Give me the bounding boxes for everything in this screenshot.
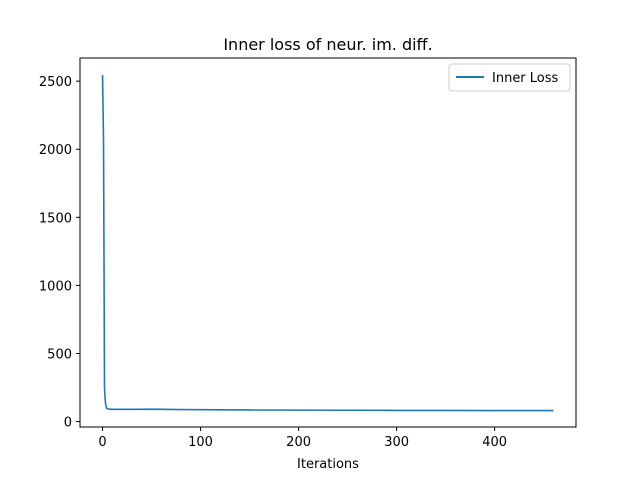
y-tick-label: 1500 bbox=[39, 211, 72, 226]
legend: Inner Loss bbox=[448, 63, 571, 92]
legend-box bbox=[448, 63, 571, 92]
x-axis-label: Iterations bbox=[297, 457, 359, 472]
x-tick-label: 400 bbox=[482, 435, 507, 450]
y-tick-label: 1000 bbox=[39, 279, 72, 294]
x-tick-label: 200 bbox=[286, 435, 311, 450]
plot-frame bbox=[79, 57, 577, 428]
x-tick-label: 0 bbox=[98, 435, 106, 450]
x-tick-label: 300 bbox=[384, 435, 409, 450]
y-tick-label: 2000 bbox=[39, 143, 72, 158]
y-tick-label: 2500 bbox=[39, 75, 72, 90]
y-tick-label: 0 bbox=[64, 416, 72, 431]
chart-title: Inner loss of neur. im. diff. bbox=[223, 35, 432, 54]
y-tick-label: 500 bbox=[47, 347, 72, 362]
series-line-inner-loss bbox=[101, 75, 554, 412]
legend-label: Inner Loss bbox=[492, 71, 559, 86]
x-tick-label: 100 bbox=[188, 435, 213, 450]
plot-area: 0 100 200 300 400 0 500 1000 1500 2000 2500 bbox=[39, 75, 554, 450]
